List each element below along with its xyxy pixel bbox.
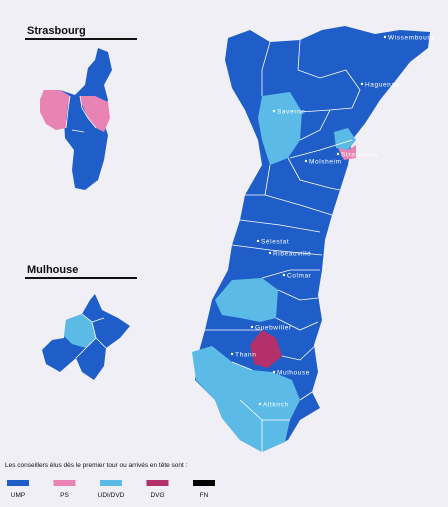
- legend-label: UMP: [11, 492, 25, 499]
- legend-label: DVG: [150, 492, 164, 499]
- legend-swatch: [7, 480, 29, 486]
- city-dot: [336, 152, 340, 156]
- legend-swatch: [193, 480, 215, 486]
- city-label: Strasbourg: [341, 151, 379, 158]
- city-dot: [230, 352, 234, 356]
- city-label: Haguenau: [365, 81, 400, 88]
- legend-title: Les conseillers élus dès le premier tour…: [5, 462, 188, 469]
- city-dot: [282, 273, 286, 277]
- city-dot: [256, 239, 260, 243]
- city-dot: [272, 370, 276, 374]
- legend-swatch: [53, 480, 76, 486]
- legend: UMP PS UDI/DVD DVG FN: [7, 480, 215, 499]
- legend-swatch: [100, 480, 122, 486]
- city-label: Sélestat: [261, 238, 289, 245]
- border: [75, 313, 107, 359]
- region: [334, 128, 356, 150]
- legend-label: FN: [200, 492, 209, 499]
- city-label: Wissembourg: [388, 34, 434, 41]
- region: [258, 92, 302, 165]
- city-label: Saverne: [277, 108, 305, 115]
- city-dot: [268, 251, 272, 255]
- border: [205, 39, 361, 452]
- city-dot: [383, 35, 387, 39]
- region: [338, 145, 356, 160]
- region: [64, 314, 96, 348]
- city-dot: [360, 82, 364, 86]
- city-label: Guebwiller: [255, 324, 292, 331]
- city-label: Mulhouse: [277, 369, 310, 376]
- region: [250, 330, 282, 368]
- city-label: Molsheim: [309, 158, 342, 165]
- border: [65, 95, 97, 133]
- city-label: Altkirch: [263, 401, 289, 408]
- city-dot: [272, 109, 276, 113]
- city-label: Colmar: [287, 272, 312, 279]
- city-label: Thann: [235, 351, 256, 358]
- region: [66, 100, 94, 132]
- inset-title: Mulhouse: [27, 264, 78, 276]
- inset-title: Strasbourg: [27, 25, 86, 37]
- legend-label: PS: [60, 492, 69, 499]
- region: [80, 96, 110, 132]
- city-dot: [304, 159, 308, 163]
- region: [215, 278, 278, 322]
- city-label: Ribeauvillé: [273, 250, 311, 257]
- region: [40, 90, 70, 130]
- legend-label: UDI/DVD: [98, 492, 125, 499]
- legend-swatch: [146, 480, 169, 486]
- city-dot: [250, 325, 254, 329]
- city-labels: Wissembourg Haguenau Saverne MolsheimStrasb…: [230, 34, 434, 408]
- city-dot: [258, 402, 262, 406]
